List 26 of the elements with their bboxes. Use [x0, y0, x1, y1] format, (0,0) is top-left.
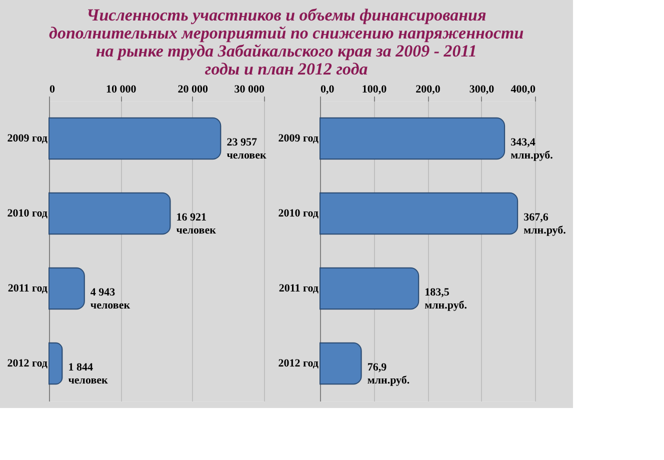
y-tick-label: 2012 год — [278, 358, 319, 370]
x-tick-label: 0,0 — [320, 84, 335, 96]
data-label: 367,6 млн.руб. — [524, 212, 566, 236]
x-tick-label: 200,0 — [416, 84, 441, 96]
y-tick-label: 2010 год — [278, 208, 319, 220]
y-tick-label: 2010 год — [7, 208, 48, 220]
data-label: 1 844 человек — [68, 362, 109, 386]
y-tick-label: 2011 год — [8, 282, 48, 294]
x-tick-label: 300,0 — [469, 84, 495, 96]
x-tick-label: 10 000 — [106, 84, 137, 96]
y-tick-label: 2011 год — [278, 282, 319, 294]
x-tick-label: 100,0 — [362, 84, 388, 96]
data-label: 76,9 млн.руб. — [367, 362, 410, 386]
x-tick-label: 20 000 — [178, 84, 208, 96]
data-label: 16 921 человек — [176, 212, 217, 236]
data-label: 343,4 млн.руб. — [510, 136, 554, 162]
chart-title: Численность участников и объемы финансирования дополнительных мероприятий по снижению напряженности на рынке труда Забайкальского края за 2009 - 2011 годы и план 2012 года — [49, 6, 524, 78]
y-tick-label: 2012 год — [7, 358, 48, 370]
data-label: 23 957 человек — [226, 136, 267, 162]
x-tick-label: 400,0 — [510, 84, 536, 96]
y-tick-label: 2009 год — [7, 132, 48, 144]
data-label: 183,5 млн.руб. — [424, 286, 468, 312]
x-tick-label: 30 000 — [234, 84, 265, 96]
data-label: 4 943 человек — [90, 286, 131, 312]
y-tick-label: 2009 год — [278, 132, 319, 144]
x-tick-label: 0 — [50, 84, 56, 96]
